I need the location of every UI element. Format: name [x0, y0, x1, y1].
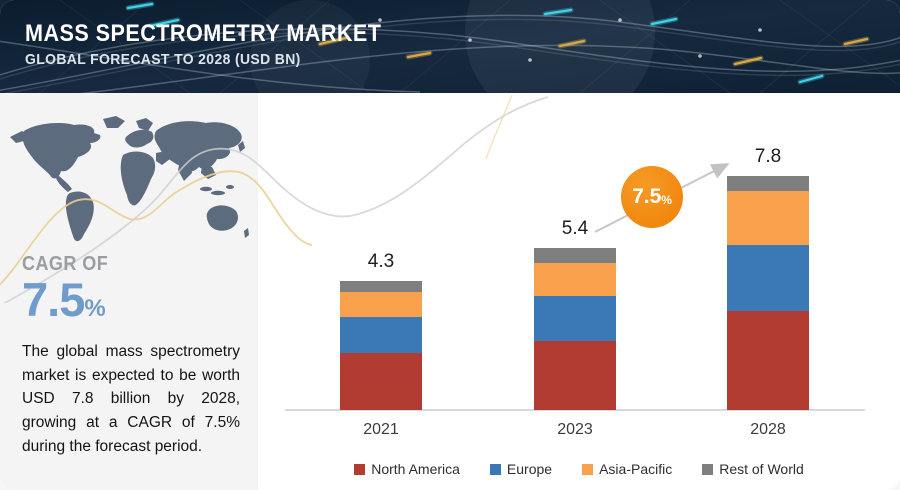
cagr-bubble-value: 7.5	[632, 185, 662, 208]
chart-legend: North America Europe Asia-Pacific Rest of W…	[258, 461, 900, 477]
bar-segment	[727, 191, 809, 245]
bar-2021	[340, 281, 422, 410]
page-subtitle: GLOBAL FORECAST TO 2028 (USD BN)	[25, 51, 301, 68]
legend-label: Rest of World	[719, 461, 804, 477]
header-banner: MASS SPECTROMETRY MARKET GLOBAL FORECAST…	[0, 0, 900, 93]
bar-segment	[340, 353, 422, 410]
bar-segment	[534, 263, 616, 296]
legend-item: Rest of World	[702, 461, 804, 477]
legend-item: North America	[354, 461, 460, 477]
bar-segment	[340, 291, 422, 317]
bar-total-label: 5.4	[561, 218, 589, 239]
bar-2023	[534, 248, 616, 410]
cagr-bubble: 7.5 %	[621, 166, 683, 228]
market-description: The global mass spectrometry market is e…	[22, 343, 240, 455]
bar-segment	[340, 281, 422, 292]
legend-swatch	[582, 463, 594, 475]
x-axis-label: 2023	[557, 421, 593, 438]
legend-item: Asia-Pacific	[582, 461, 672, 477]
bar-segment	[340, 317, 422, 353]
legend-swatch	[354, 463, 366, 475]
cagr-value-row: 7.5%	[22, 276, 118, 323]
cagr-label: CAGR OF	[22, 253, 109, 275]
legend-swatch	[489, 463, 501, 475]
legend-swatch	[702, 463, 714, 475]
sidebar: CAGR OF 7.5% The global mass spectrometr…	[0, 93, 258, 490]
header-network-graphic	[0, 0, 900, 93]
stacked-bar-chart: 4.3 2021 5.4 2023 7.8 2028 7.5 % North Americ…	[258, 93, 900, 490]
bar-segment	[534, 296, 616, 341]
bar-segment	[727, 245, 809, 311]
bar-segment	[534, 341, 616, 410]
legend-label: Europe	[506, 461, 553, 477]
bar-total-label: 7.8	[754, 146, 782, 167]
bar-segment	[727, 311, 809, 410]
bar-total-label: 4.3	[367, 251, 395, 272]
page-title: MASS SPECTROMETRY MARKET	[25, 20, 382, 47]
x-axis-label: 2028	[750, 421, 786, 438]
cagr-bubble-unit: %	[661, 193, 672, 207]
legend-label: Asia-Pacific	[599, 461, 673, 477]
bar-segment	[727, 176, 809, 191]
cagr-unit: %	[84, 295, 106, 322]
world-map	[10, 116, 249, 242]
bar-2028	[727, 176, 809, 410]
x-axis-label: 2021	[363, 421, 399, 438]
x-axis-line	[285, 409, 865, 411]
cagr-value: 7.5	[22, 273, 85, 326]
bar-segment	[534, 248, 616, 263]
legend-item: Europe	[489, 461, 553, 477]
legend-label: North America	[371, 461, 460, 477]
